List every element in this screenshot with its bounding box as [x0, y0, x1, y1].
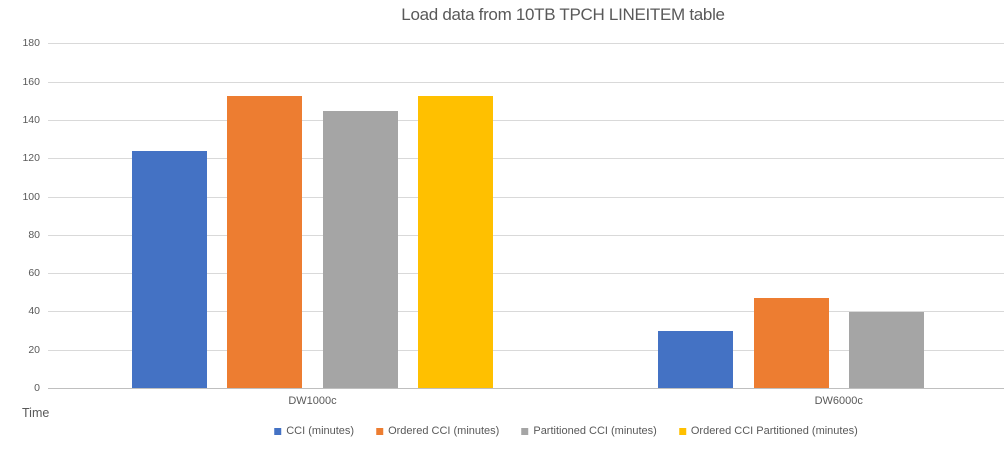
legend-item: CCI (minutes): [274, 425, 354, 438]
legend-label: Ordered CCI (minutes): [388, 425, 500, 437]
y-tick-label: 180: [22, 37, 40, 50]
legend-label: CCI (minutes): [286, 425, 355, 437]
bar: [131, 151, 207, 389]
y-tick-label: 40: [28, 305, 40, 318]
legend-label: Ordered CCI Partitioned (minutes): [690, 425, 858, 437]
bar: [418, 95, 494, 389]
legend-swatch: [274, 428, 282, 435]
legend: CCI (minutes) Ordered CCI (minutes) Partit…: [274, 425, 858, 438]
legend-swatch: [678, 428, 686, 435]
y-tick-label: 80: [28, 228, 40, 241]
y-tick-label: 100: [22, 190, 40, 203]
x-category-label: DW1000c: [288, 395, 337, 407]
bar: [848, 311, 924, 389]
gridline: [48, 234, 1004, 236]
gridline: [48, 196, 1004, 198]
bar: [658, 331, 734, 389]
gridline: [48, 273, 1004, 275]
gridline: [48, 311, 1004, 313]
y-tick-label: 140: [22, 113, 40, 126]
legend-swatch: [521, 428, 529, 435]
legend-swatch: [376, 428, 384, 435]
legend-label: Partitioned CCI (minutes): [533, 425, 657, 437]
bar: [322, 110, 398, 389]
gridline: [48, 43, 1004, 45]
legend-item: Partitioned CCI (minutes): [521, 425, 657, 438]
bar: [227, 95, 303, 389]
gridline: [48, 81, 1004, 83]
x-axis-line: [48, 388, 1004, 389]
y-tick-label: 20: [28, 343, 40, 356]
legend-item: Ordered CCI Partitioned (minutes): [678, 425, 858, 438]
gridline: [48, 119, 1004, 121]
chart-title: Load data from 10TB TPCH LINEITEM table: [401, 5, 725, 24]
x-category-label: DW6000c: [814, 395, 863, 407]
y-tick-label: 160: [22, 75, 40, 88]
bar: [753, 298, 829, 389]
y-axis-title: Time: [22, 406, 50, 420]
gridline: [48, 349, 1004, 351]
legend-item: Ordered CCI (minutes): [376, 425, 499, 438]
y-tick-label: 120: [22, 152, 40, 165]
y-tick-label: 0: [34, 382, 40, 394]
y-tick-label: 60: [28, 267, 40, 280]
gridline: [48, 158, 1004, 160]
